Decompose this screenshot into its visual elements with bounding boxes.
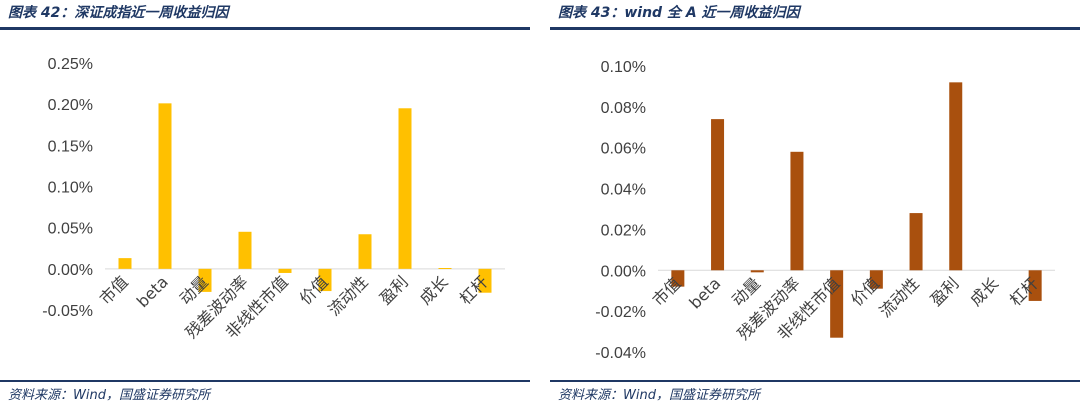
- bar-价值: [318, 268, 332, 292]
- source-rule: [0, 380, 530, 382]
- figure-title: 图表 43：wind 全 A 近一周收益归因: [558, 5, 800, 21]
- category-label: 成长: [966, 274, 1002, 310]
- chart-panel-left: 图表 42：深证成指近一周收益归因 -0.05% 0.00% 0.05% 0.10% 0…: [0, 0, 530, 407]
- bar-动量: [750, 270, 764, 273]
- category-label: 盈利: [376, 272, 412, 308]
- y-tick-label: 0.15%: [48, 138, 93, 155]
- figure-title: 图表 42：深证成指近一周收益归因: [8, 5, 229, 21]
- category-label: 流动性: [324, 272, 371, 319]
- y-tick-label: -0.05%: [42, 303, 93, 320]
- y-tick-label: 0.02%: [601, 222, 646, 239]
- bar-流动性: [358, 234, 372, 269]
- bar-杠杆: [1028, 270, 1042, 301]
- category-label: 市值: [96, 272, 132, 308]
- bar-残差波动率: [238, 231, 252, 269]
- bar-非线性市值: [830, 270, 844, 338]
- y-tick-label: 0.10%: [48, 180, 93, 197]
- y-tick-label: 0.06%: [601, 141, 646, 158]
- title-rule: [550, 27, 1080, 30]
- category-label: 成长: [416, 272, 452, 308]
- y-tick-label: 0.05%: [48, 221, 93, 238]
- bar-chart-left: -0.05% 0.00% 0.05% 0.10% 0.15% 0.20% 0.25% 市值 be…: [42, 56, 505, 342]
- bar-价值: [869, 270, 883, 289]
- y-tick-label: 0.00%: [601, 263, 646, 280]
- y-tick-label: 0.25%: [48, 56, 93, 73]
- title-rule: [0, 27, 530, 30]
- bar-杠杆: [478, 268, 492, 293]
- source-note: 资料来源：Wind，国盛证券研究所: [8, 388, 210, 403]
- bar-流动性: [909, 213, 923, 271]
- y-tick-label: 0.00%: [48, 262, 93, 279]
- bar-chart-right: -0.04% -0.02% 0.00% 0.02% 0.04% 0.06% 0.08% 0.1…: [595, 59, 1055, 362]
- y-tick-label: 0.10%: [601, 59, 646, 76]
- bar-非线性市值: [278, 268, 292, 273]
- bar-盈利: [949, 82, 963, 271]
- y-tick-label: 0.20%: [48, 97, 93, 114]
- bar-市值: [671, 270, 685, 287]
- y-tick-label: 0.04%: [601, 182, 646, 199]
- chart-panel-right: 图表 43：wind 全 A 近一周收益归因 -0.04% -0.02% 0.00%…: [550, 0, 1080, 407]
- y-tick-label: 0.08%: [601, 100, 646, 117]
- y-tick-label: -0.04%: [595, 345, 646, 362]
- bar-beta: [158, 103, 172, 269]
- category-label: beta: [685, 274, 724, 313]
- category-label: beta: [133, 272, 172, 311]
- category-label: 盈利: [927, 274, 963, 310]
- y-tick-label: -0.02%: [595, 304, 646, 321]
- source-note: 资料来源：Wind，国盛证券研究所: [558, 388, 760, 403]
- bar-盈利: [398, 108, 412, 269]
- bar-残差波动率: [790, 151, 804, 271]
- bar-成长: [438, 268, 452, 270]
- bar-beta: [711, 119, 725, 271]
- bar-动量: [198, 268, 212, 292]
- bar-市值: [118, 258, 132, 269]
- source-rule: [550, 380, 1080, 382]
